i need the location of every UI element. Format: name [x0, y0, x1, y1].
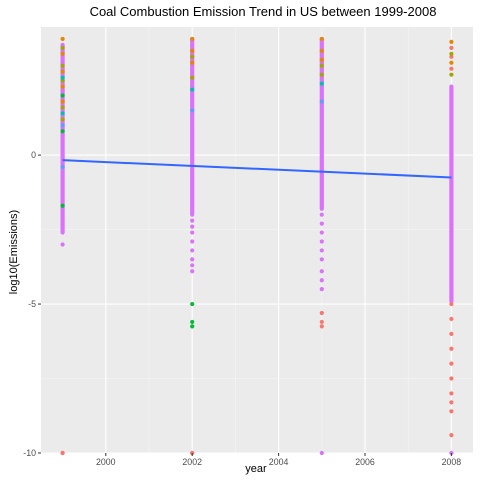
data-point-column — [60, 42, 65, 235]
data-point — [190, 54, 195, 59]
data-point — [190, 224, 195, 229]
data-point — [60, 75, 65, 80]
data-point — [60, 203, 65, 208]
data-point — [190, 87, 195, 92]
data-point — [60, 84, 65, 89]
data-point — [319, 57, 324, 62]
data-point — [190, 48, 195, 53]
data-point — [319, 81, 324, 86]
data-point — [449, 409, 454, 414]
data-point — [319, 230, 324, 235]
data-point — [60, 78, 65, 83]
chart-title: Coal Combustion Emission Trend in US bet… — [90, 4, 437, 19]
data-point — [319, 278, 324, 283]
data-point — [449, 301, 454, 307]
x-axis: 2000 2002 2004 2006 2008 — [96, 453, 461, 467]
data-points — [60, 36, 454, 456]
data-point — [60, 45, 65, 50]
data-point — [60, 36, 65, 42]
y-tick-label: -5 — [28, 299, 36, 309]
data-point — [190, 263, 195, 268]
data-point — [190, 301, 195, 307]
data-point — [190, 269, 195, 274]
data-point — [190, 239, 195, 244]
data-point — [190, 218, 195, 223]
x-tick-label: 2004 — [269, 457, 289, 467]
data-point — [449, 66, 454, 71]
data-point — [449, 51, 454, 56]
y-axis: -10 -5 0 — [23, 150, 41, 458]
data-point — [449, 376, 454, 381]
data-point — [190, 257, 195, 262]
data-point — [319, 257, 324, 262]
data-point — [319, 36, 324, 42]
data-point — [190, 319, 195, 325]
x-tick-label: 2002 — [182, 457, 202, 467]
data-point — [319, 287, 324, 292]
data-point — [319, 319, 324, 325]
x-tick-label: 2000 — [96, 457, 116, 467]
plot-panel — [41, 27, 473, 453]
data-point — [449, 331, 454, 336]
data-point — [190, 36, 195, 42]
data-point — [449, 39, 454, 44]
data-point — [60, 69, 65, 74]
data-point — [449, 346, 454, 351]
data-point — [449, 45, 454, 50]
data-point — [319, 239, 324, 244]
y-axis-title: log10(Emissions) — [8, 210, 20, 294]
data-point — [449, 316, 454, 322]
data-point — [60, 450, 65, 456]
data-point — [60, 242, 65, 247]
data-point — [319, 63, 324, 68]
data-point — [449, 391, 454, 396]
data-point — [449, 54, 454, 59]
data-point — [60, 123, 65, 128]
data-point-column — [190, 36, 195, 217]
x-tick-label: 2008 — [442, 457, 462, 467]
data-point — [190, 60, 195, 65]
data-point — [449, 433, 454, 438]
data-point — [60, 51, 65, 56]
data-point — [60, 63, 65, 68]
y-tick-label: -10 — [23, 448, 36, 458]
data-point — [60, 93, 65, 98]
data-point — [60, 105, 65, 110]
data-point — [190, 230, 195, 235]
data-point — [190, 324, 195, 329]
trend-line — [62, 159, 452, 179]
data-point — [449, 72, 454, 77]
data-point — [190, 248, 195, 253]
data-point — [319, 248, 324, 253]
data-point — [449, 60, 454, 65]
data-point — [60, 117, 65, 122]
data-point-column — [449, 84, 454, 304]
data-point — [449, 361, 454, 366]
data-point — [319, 48, 324, 53]
data-point — [60, 111, 65, 116]
data-point-column — [319, 36, 324, 211]
data-point — [319, 269, 324, 274]
x-tick-label: 2006 — [355, 457, 375, 467]
data-point — [319, 72, 324, 77]
x-axis-title: year — [245, 463, 267, 475]
data-point — [319, 310, 324, 316]
data-point — [319, 221, 324, 226]
data-point — [190, 75, 195, 80]
data-point — [190, 108, 195, 113]
data-point — [319, 212, 324, 217]
data-point — [449, 400, 454, 405]
data-point — [319, 99, 324, 104]
data-point — [60, 99, 65, 104]
y-tick-label: 0 — [31, 150, 36, 160]
data-point — [60, 164, 65, 170]
trend-line-group — [62, 159, 452, 179]
data-point — [60, 129, 65, 134]
data-point — [319, 450, 324, 456]
data-point — [319, 324, 324, 329]
